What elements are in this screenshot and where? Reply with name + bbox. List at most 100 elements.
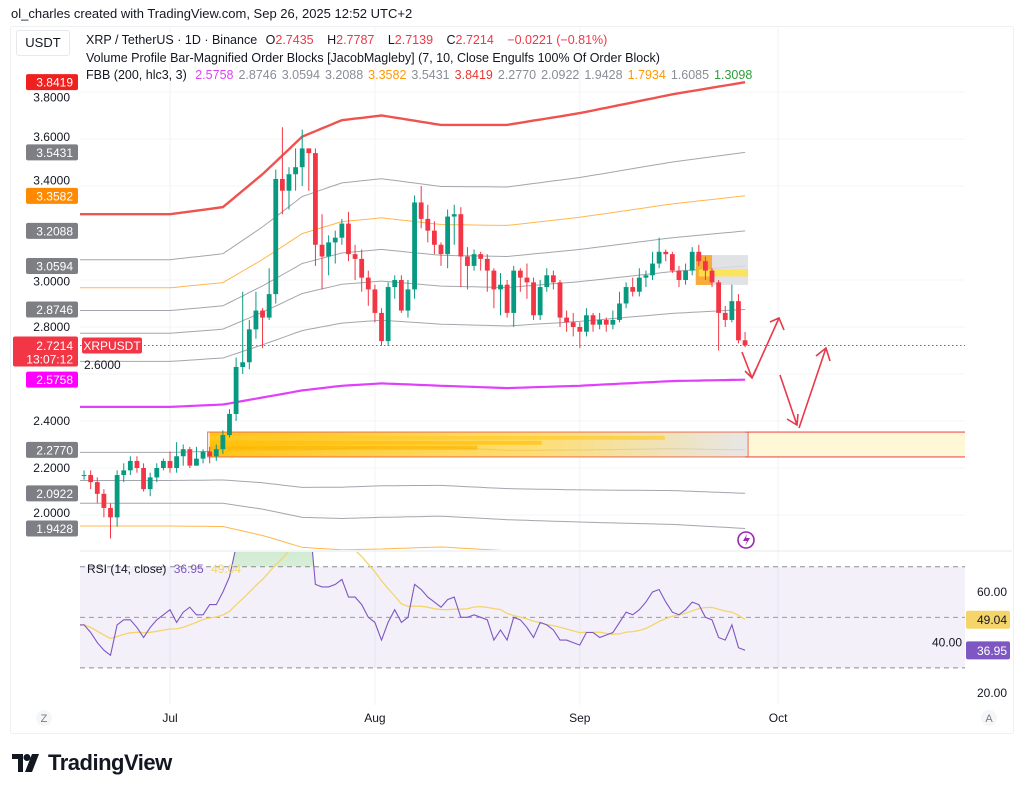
change-value: −0.0221 (−0.81%) xyxy=(507,33,608,47)
candle xyxy=(127,456,133,476)
candle-body xyxy=(154,468,160,478)
price-badge xyxy=(26,371,78,388)
symbol-tag-label: XRPUSDT xyxy=(83,339,141,353)
fbb-value: 3.8419 xyxy=(454,68,493,82)
candle xyxy=(273,169,279,304)
candle xyxy=(359,249,365,292)
candle xyxy=(174,442,180,473)
candle xyxy=(537,280,543,320)
projection-arrows[interactable] xyxy=(741,316,831,429)
candle xyxy=(412,195,417,299)
candle xyxy=(207,446,213,464)
rsi-axis[interactable]: 60.00 40.00 20.00 49.04 36.95 xyxy=(932,585,1010,700)
left-button[interactable] xyxy=(36,710,52,726)
candle-body xyxy=(517,270,523,278)
candle xyxy=(597,312,603,330)
candle-body xyxy=(557,282,563,318)
candle xyxy=(180,444,186,466)
fbb-band-line xyxy=(80,195,746,289)
candle-body xyxy=(537,287,543,316)
fbb-value: 3.5431 xyxy=(411,68,450,82)
tradingview-logo-icon xyxy=(12,754,39,772)
close-value: 2.7214 xyxy=(455,33,494,47)
candle xyxy=(293,148,298,191)
candle-body xyxy=(478,254,484,259)
candle-body xyxy=(656,251,662,264)
candle-body xyxy=(643,275,649,278)
candle-body xyxy=(676,270,682,280)
candle xyxy=(240,291,246,374)
price-badge xyxy=(26,144,78,161)
price-axis[interactable]: 3.8000 3.6000 3.4000 3.0000 2.8000 2.6000 2.40… xyxy=(13,74,142,537)
candle xyxy=(478,251,484,271)
candle xyxy=(339,218,345,245)
candle xyxy=(663,249,669,262)
candle-body xyxy=(405,289,411,311)
tradingview-logo[interactable]: TradingView xyxy=(12,750,172,776)
candle-body xyxy=(458,214,464,257)
candle-body xyxy=(167,460,173,468)
time-axis[interactable]: Jul Aug Sep Oct Z A xyxy=(36,710,997,726)
order-block-extension xyxy=(748,432,965,457)
candle xyxy=(656,237,662,269)
candle-body xyxy=(319,244,325,257)
candle-body xyxy=(689,251,695,271)
candle xyxy=(385,282,391,346)
candle-body xyxy=(266,294,272,318)
candle xyxy=(696,244,702,266)
price-tick: 2.8000 xyxy=(33,320,70,334)
indicator-legend-volume-profile[interactable]: Volume Profile Bar-Magnified Order Block… xyxy=(86,51,660,65)
open-value: 2.7435 xyxy=(275,33,314,47)
rsi-tick: 20.00 xyxy=(977,686,1007,700)
candle xyxy=(379,308,384,346)
candle-body xyxy=(597,319,603,325)
currency-button[interactable]: USDT xyxy=(16,30,70,56)
tradingview-logo-text: TradingView xyxy=(48,750,172,775)
candle xyxy=(484,254,490,292)
candle xyxy=(147,472,153,497)
rsi-tick: 40.00 xyxy=(932,636,962,650)
price-badge-label: 1.9428 xyxy=(36,522,73,536)
candle-body xyxy=(273,178,279,295)
candle xyxy=(88,470,94,490)
volume-profile-bar xyxy=(698,269,749,277)
candle-body xyxy=(240,362,246,367)
symbol-title[interactable]: XRP / TetherUS · 1D · Binance xyxy=(86,33,258,47)
order-block-border xyxy=(207,431,749,458)
candle xyxy=(352,244,358,280)
candle-body xyxy=(253,310,259,330)
rsi-legend: RSI (14, close) 36.95 49.04 xyxy=(87,562,241,576)
right-button[interactable] xyxy=(981,710,997,726)
candle xyxy=(577,322,583,349)
candle xyxy=(676,265,682,288)
fbb-band-line xyxy=(80,81,746,216)
rsi-ma-badge xyxy=(966,610,1010,629)
price-tick: 2.4000 xyxy=(33,414,70,428)
candle xyxy=(306,148,312,191)
candle xyxy=(365,270,371,306)
price-badge xyxy=(26,222,78,239)
candle xyxy=(121,463,127,483)
candle xyxy=(451,204,457,245)
candle-body xyxy=(127,460,133,471)
candle xyxy=(689,247,695,276)
fbb-value: 1.6085 xyxy=(670,68,710,82)
candle-body xyxy=(570,322,576,327)
candle-body xyxy=(108,507,113,518)
lightning-icon[interactable] xyxy=(737,531,755,549)
candle xyxy=(557,280,563,327)
candle-body xyxy=(577,327,583,332)
candle xyxy=(564,310,569,332)
indicator-legend-fbb[interactable]: FBB (200, hlc3, 3) 2.5758 2.8746 3.0594 3.2… xyxy=(86,68,757,82)
price-badge xyxy=(26,74,78,91)
volume-profile-bar xyxy=(209,440,542,445)
arrow-up-1 xyxy=(752,316,785,377)
candle-body xyxy=(207,451,213,457)
candle-body xyxy=(352,254,358,259)
candle xyxy=(200,449,206,464)
candle xyxy=(141,463,146,492)
candle-body xyxy=(233,366,239,414)
candle xyxy=(623,282,629,309)
time-label: Jul xyxy=(162,711,177,725)
